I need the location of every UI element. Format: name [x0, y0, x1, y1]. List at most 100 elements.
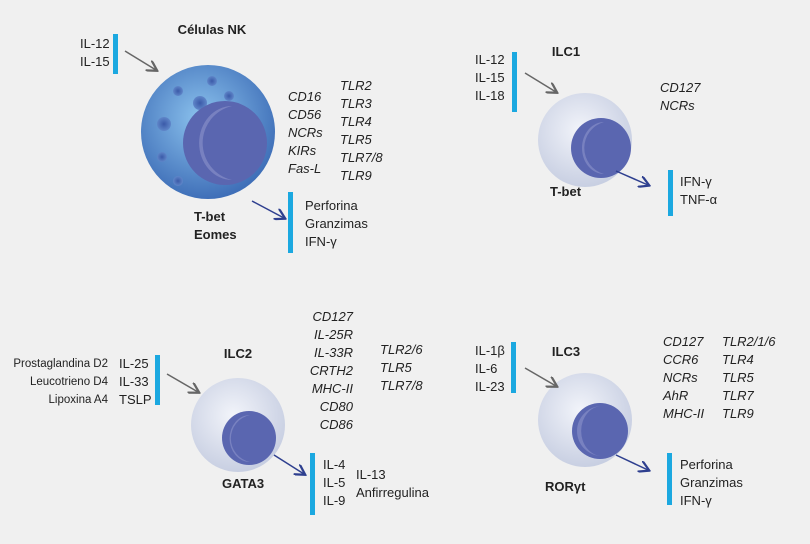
ilc1-inputs: IL-12 IL-15 IL-18 [475, 51, 505, 105]
ilc1-output-bar [668, 170, 673, 216]
list-item: IFN-γ [680, 174, 712, 189]
list-item: Granzimas [680, 475, 743, 490]
list-item: MHC-II [663, 406, 705, 421]
list-item: TLR2 [340, 78, 372, 93]
list-item: TLR7/8 [340, 150, 383, 165]
ilc1-title: ILC1 [551, 44, 581, 59]
list-item: Lipoxina A4 [48, 394, 108, 406]
nucleus [572, 403, 628, 459]
list-item: IL-6 [475, 361, 498, 376]
list-item: Granzimas [305, 216, 368, 231]
ilc1-transcription-factors: T-bet [550, 183, 581, 201]
list-item: IL-15 [80, 54, 110, 69]
granule [157, 117, 171, 131]
ilc2-input-arrow [166, 373, 198, 392]
nucleus [571, 118, 631, 178]
list-item: TLR9 [340, 168, 372, 183]
list-item: T-bet [194, 209, 226, 224]
list-item: CD127 [312, 309, 353, 324]
ilc3-transcription-factors: RORγt [545, 478, 585, 496]
ilc1-cell [538, 93, 632, 187]
granule [193, 96, 207, 110]
granule [173, 176, 183, 186]
ilc3-inputs: IL-1β IL-6 IL-23 [475, 342, 505, 396]
list-item: Fas-L [288, 161, 322, 176]
nucleus [222, 411, 276, 465]
list-item: CD16 [288, 89, 322, 104]
list-item: CD56 [288, 107, 322, 122]
ilc2-inputs: IL-25 IL-33 TSLP [119, 355, 152, 409]
nk-outputs: Perforina Granzimas IFN-γ [305, 197, 368, 251]
list-item: Anfirregulina [356, 485, 429, 500]
ilc2-transcription-factors: GATA3 [222, 475, 264, 493]
nk-output-bar [288, 192, 293, 253]
list-item: NCRs [288, 125, 323, 140]
nk-input-arrow [124, 50, 156, 70]
list-item: Prostaglandina D2 [13, 358, 108, 370]
ilc2-output-arrow [273, 454, 304, 474]
granule [207, 76, 217, 86]
list-item: IL-9 [323, 493, 346, 508]
list-item: Eomes [194, 227, 237, 242]
list-item: TLR5 [340, 132, 372, 147]
list-item: TLR7/8 [380, 378, 423, 393]
ilc2-input-bar [155, 355, 160, 405]
list-item: IL-5 [323, 475, 346, 490]
nk-transcription-factors: T-bet Eomes [194, 208, 237, 244]
list-item: IL-23 [475, 379, 505, 394]
ilc3-input-arrow [524, 367, 556, 386]
list-item: IFN-γ [680, 493, 712, 508]
list-item: IL-25R [313, 327, 353, 342]
list-item: GATA3 [222, 476, 265, 491]
ilc3-input-bar [511, 342, 516, 393]
list-item: TLR4 [722, 352, 754, 367]
granule [224, 91, 234, 101]
list-item: CD127 [660, 80, 701, 95]
list-item: CCR6 [663, 352, 699, 367]
nk-output-arrow [251, 200, 284, 218]
list-item: IL-4 [323, 457, 346, 472]
granule [173, 86, 183, 96]
ilc2-tlrs: TLR2/6 TLR5 TLR7/8 [380, 341, 423, 395]
list-item: IL-15 [475, 70, 505, 85]
list-item: TSLP [119, 392, 152, 407]
ilc1-outputs: IFN-γ TNF-α [680, 173, 717, 209]
ilc3-output-arrow [615, 454, 648, 470]
ilc2-output-bar [310, 453, 315, 515]
list-item: TLR4 [340, 114, 372, 129]
nk-title: Células NK [177, 22, 247, 37]
ilc3-outputs: Perforina Granzimas IFN-γ [680, 456, 743, 510]
list-item: IL-33 [119, 374, 149, 389]
ilc2-outputs: IL-4 IL-5 IL-9 [323, 456, 345, 510]
ilc2-markers: CD127 IL-25R IL-33R CRTH2 MHC-II CD80 CD86 [310, 308, 353, 434]
list-item: IL-1β [475, 343, 505, 358]
ilc3-title: ILC3 [551, 344, 581, 359]
ilc1-markers: CD127 NCRs [660, 79, 700, 115]
list-item: T-bet [550, 184, 582, 199]
ilc1-input-arrow [524, 72, 556, 92]
nucleus [183, 101, 267, 185]
nk-input-bar [113, 34, 118, 74]
list-item: AhR [663, 388, 689, 403]
list-item: TNF-α [680, 192, 718, 207]
list-item: TLR2/1/6 [722, 334, 776, 349]
list-item: Leucotrieno D4 [30, 376, 108, 388]
list-item: TLR7 [722, 388, 754, 403]
list-item: TLR3 [340, 96, 372, 111]
ilc2-lipid-mediators: Prostaglandina D2 Leucotrieno D4 Lipoxina … [13, 355, 108, 409]
nk-markers: CD16 CD56 NCRs KIRs Fas-L [288, 88, 323, 178]
list-item: IL-12 [475, 52, 505, 67]
ilc2-cell [191, 378, 285, 472]
list-item: TLR5 [722, 370, 754, 385]
ilc2-title: ILC2 [223, 346, 253, 361]
list-item: IL-33R [313, 345, 353, 360]
list-item: Perforina [305, 198, 358, 213]
list-item: IFN-γ [305, 234, 337, 249]
list-item: IL-18 [475, 88, 505, 103]
list-item: IL-25 [119, 356, 149, 371]
list-item: IL-13 [356, 467, 386, 482]
list-item: TLR2/6 [380, 342, 423, 357]
list-item: CRTH2 [309, 363, 353, 378]
